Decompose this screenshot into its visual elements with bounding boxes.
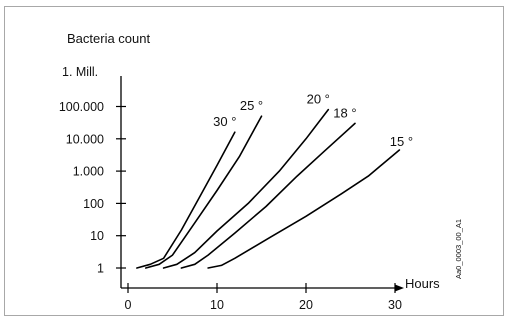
series-line-3 — [162, 108, 330, 269]
series-line-1 — [136, 131, 236, 269]
x-tick-label: 30 — [388, 298, 402, 312]
y-ticks: 1 10 100 1.000 10.000 100.000 1. Mill. — [59, 65, 126, 276]
series-lines — [136, 108, 401, 269]
x-tick-label: 20 — [299, 298, 313, 312]
y-tick-label: 1. Mill. — [62, 65, 98, 79]
y-tick-label: 100 — [83, 197, 104, 211]
x-tick-label: 10 — [210, 298, 224, 312]
y-tick-label: 10.000 — [66, 132, 104, 146]
chart-frame — [4, 6, 504, 316]
y-tick-label: 10 — [90, 229, 104, 243]
x-axis-arrow — [395, 284, 404, 292]
series-line-5 — [207, 149, 401, 269]
y-tick-label: 1.000 — [73, 165, 104, 179]
series-label-2: 25 ° — [240, 98, 263, 113]
axes — [120, 76, 404, 292]
y-tick-label: 100.000 — [59, 100, 104, 114]
series-label-4: 18 ° — [333, 105, 356, 120]
series-line-4 — [180, 122, 356, 269]
series-label-5: 15 ° — [390, 134, 413, 149]
series-label-1: 30 ° — [213, 114, 236, 129]
figure-code-label: Aa0_0003_00_A1 — [454, 219, 463, 279]
x-ticks: 0 10 20 30 — [125, 283, 402, 312]
series-labels: 30 ° 25 ° 20 °18 ° 15 ° — [213, 92, 413, 149]
x-tick-label: 0 — [125, 298, 132, 312]
y-axis-label: Bacteria count — [67, 31, 150, 46]
y-tick-label: 1 — [97, 262, 104, 276]
series-line-2 — [145, 115, 263, 269]
series-label-3: 20 ° — [307, 92, 330, 107]
x-axis-label: Hours — [405, 276, 440, 291]
